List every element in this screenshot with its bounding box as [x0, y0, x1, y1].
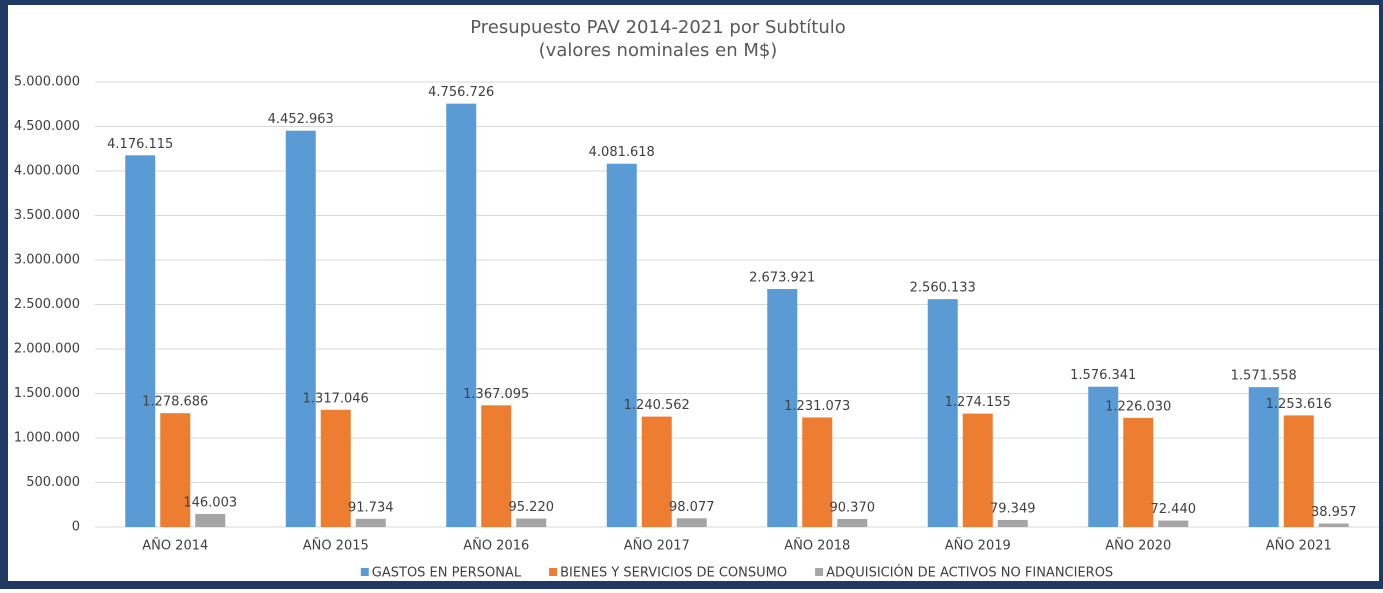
bar — [962, 413, 993, 527]
y-tick-label: 3.500.000 — [14, 208, 80, 223]
data-label: 91.734 — [348, 500, 394, 515]
data-label: 95.220 — [509, 500, 555, 515]
bar — [446, 103, 477, 528]
data-label: 1.253.616 — [1266, 397, 1332, 412]
y-tick-label: 4.500.000 — [14, 119, 80, 134]
legend-label: BIENES Y SERVICIOS DE CONSUMO — [560, 566, 787, 581]
bar — [320, 409, 351, 527]
legend-label: ADQUISICIÓN DE ACTIVOS NO FINANCIEROS — [826, 565, 1113, 581]
data-label: 1.367.095 — [463, 387, 529, 402]
data-label: 1.317.046 — [303, 391, 369, 406]
legend-swatch — [360, 568, 369, 576]
chart-title: Presupuesto PAV 2014-2021 por Subtítulo — [470, 17, 846, 38]
bar — [195, 514, 226, 527]
bar — [125, 155, 156, 528]
y-tick-label: 3.000.000 — [14, 253, 80, 268]
y-tick-label: 5.000.000 — [14, 75, 80, 90]
y-tick-label: 1.000.000 — [14, 431, 80, 446]
bar — [516, 518, 547, 527]
y-tick-label: 4.000.000 — [14, 164, 80, 179]
data-label: 1.240.562 — [624, 398, 690, 413]
x-tick-label: AÑO 2019 — [945, 538, 1011, 554]
bar — [641, 416, 672, 527]
bar — [1123, 417, 1154, 527]
legend-label: GASTOS EN PERSONAL — [372, 566, 522, 581]
x-tick-label: AÑO 2018 — [784, 538, 850, 554]
bar — [1283, 415, 1314, 527]
data-label: 90.370 — [830, 500, 876, 515]
data-label: 38.957 — [1311, 505, 1357, 520]
data-label: 4.452.963 — [268, 112, 334, 127]
data-label: 1.576.341 — [1070, 368, 1136, 383]
bar — [927, 299, 958, 527]
x-tick-label: AÑO 2016 — [463, 538, 529, 554]
data-label: 79.349 — [990, 501, 1036, 516]
x-tick-label: AÑO 2015 — [303, 538, 369, 554]
data-label: 2.673.921 — [749, 271, 815, 286]
data-label: 1.226.030 — [1105, 399, 1171, 414]
chart-subtitle: (valores nominales en M$) — [539, 40, 778, 61]
bar — [1088, 386, 1119, 527]
bar — [160, 413, 191, 527]
bar — [1318, 523, 1349, 527]
x-tick-label: AÑO 2017 — [624, 538, 690, 554]
y-tick-label: 1.500.000 — [14, 386, 80, 401]
x-tick-label: AÑO 2014 — [142, 538, 208, 554]
y-tick-label: 2.000.000 — [14, 342, 80, 357]
bar — [285, 130, 316, 528]
data-label: 4.176.115 — [107, 137, 173, 152]
x-tick-label: AÑO 2021 — [1266, 538, 1332, 554]
data-label: 98.077 — [669, 500, 715, 515]
bar — [481, 405, 512, 527]
bar — [1158, 520, 1189, 527]
data-label: 4.756.726 — [428, 85, 494, 100]
data-label: 2.560.133 — [910, 281, 976, 296]
bar — [802, 417, 833, 527]
bar — [1248, 387, 1279, 527]
data-label: 72.440 — [1151, 502, 1197, 517]
legend-swatch — [549, 568, 558, 576]
bar — [606, 163, 637, 527]
y-tick-label: 0 — [72, 520, 80, 535]
bar — [997, 519, 1028, 527]
data-label: 1.231.073 — [784, 399, 850, 414]
data-label: 4.081.618 — [589, 145, 655, 160]
y-tick-label: 2.500.000 — [14, 297, 80, 312]
bar — [355, 518, 386, 527]
data-label: 1.274.155 — [945, 395, 1011, 410]
y-tick-label: 500.000 — [26, 475, 80, 490]
bar — [767, 289, 798, 527]
x-tick-label: AÑO 2020 — [1105, 538, 1171, 554]
bar — [837, 518, 868, 527]
data-label: 1.571.558 — [1231, 369, 1297, 384]
data-label: 146.003 — [183, 496, 237, 511]
legend-swatch — [815, 568, 824, 576]
bar — [676, 518, 707, 527]
data-label: 1.278.686 — [142, 395, 208, 410]
